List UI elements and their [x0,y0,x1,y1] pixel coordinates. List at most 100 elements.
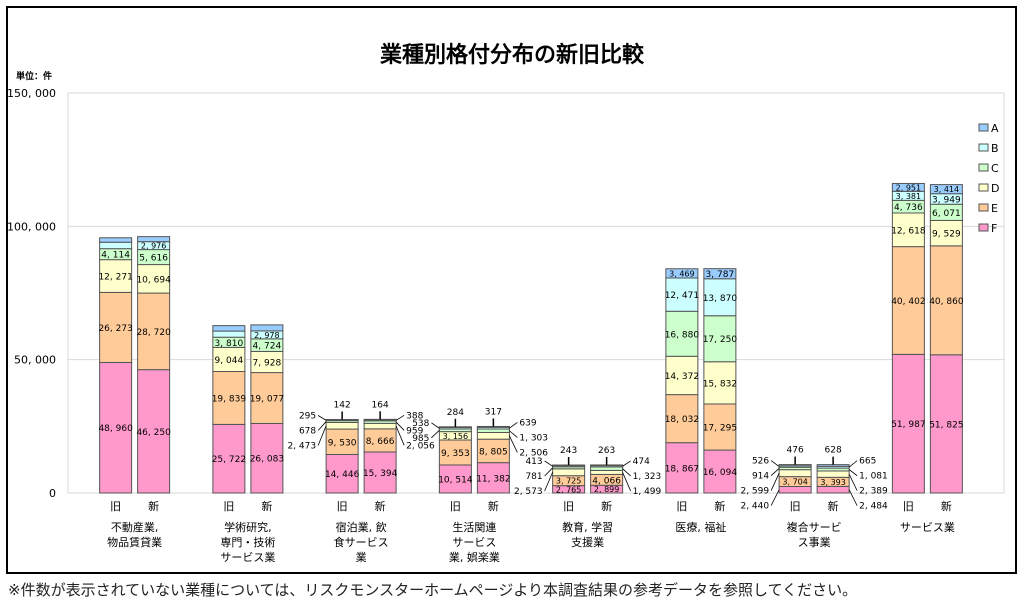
data-label-E: 8, 805 [479,447,508,457]
bar-segment-A [99,237,133,243]
data-label-B: 3, 381 [896,192,921,201]
category-label: サービス業 [220,551,275,564]
data-label-C: 4, 736 [894,203,923,213]
category-label: 専門・技術 [220,536,275,549]
data-label-B: 2, 976 [141,242,166,251]
category-label: ス事業 [798,536,831,549]
bar-segment-A [703,268,737,280]
data-label-A: 142 [334,400,351,410]
y-tick-label: 150, 000 [7,87,56,100]
bar-sub-label: 旧 [223,500,234,513]
data-label-B: 295 [299,411,316,421]
category-label: サービス業 [900,521,955,534]
data-label-D: 12, 271 [98,273,132,283]
leader-line [622,460,631,467]
bar-segment-B [703,278,737,317]
data-label-F: 2, 765 [556,485,581,494]
bar-sub-label: 旧 [563,500,574,513]
bar-segment-E [250,372,284,424]
bar-segment-D [665,355,699,396]
data-label-B: 388 [406,411,423,421]
leader-line [317,425,327,446]
leader-line [509,422,518,429]
legend-swatch-A [978,123,989,132]
data-label-E: 3, 704 [782,478,807,487]
bar-sub-label: 新 [148,499,159,513]
leader-line [544,460,553,467]
bar-sub-label: 旧 [450,500,461,513]
category-label: 業 [356,551,367,564]
category-label: 物品賃貸業 [107,535,162,549]
data-label-F: 48, 960 [98,424,133,434]
category-label: 学術研究, [224,520,272,534]
leader-line [509,435,518,453]
data-label-D: 2, 599 [740,487,769,497]
data-label-E: 18, 032 [665,415,699,425]
bar-segment-D [212,346,246,373]
data-label-E: 40, 402 [891,297,925,307]
bar-segment-A [250,324,284,332]
data-label-F: 15, 394 [363,469,398,479]
data-label-C: 1, 303 [519,433,548,443]
data-label-E: 3, 393 [820,478,845,487]
data-label-A: 3, 414 [934,185,959,194]
leader-line [622,472,631,492]
data-label-F: 18, 867 [665,464,699,474]
data-label-C: 781 [525,472,542,482]
bar-segment-C [590,466,624,471]
unit-label: 単位：件 [16,70,52,82]
bar-segment-A [590,464,624,467]
bar-sub-label: 新 [828,499,839,513]
bar-sub-label: 新 [375,499,386,513]
data-label-F: 26, 083 [250,455,284,465]
data-label-B: 2, 978 [254,331,279,340]
leader-line [848,489,858,506]
leader-line [509,430,518,438]
category-label: 複合サービ [787,520,842,534]
bar-segment-C [665,310,699,357]
bar-segment-F [476,462,510,494]
data-label-C: 3, 810 [215,339,244,349]
data-label-B: 665 [859,457,876,467]
data-label-B: 639 [519,418,536,428]
data-label-E: 9, 530 [328,438,357,448]
data-label-E: 28, 720 [136,328,171,338]
leader-line [395,414,405,421]
legend-label-C: C [991,162,999,175]
bar-sub-label: 新 [714,499,725,513]
bar-sub-label: 旧 [676,500,687,513]
bar-segment-E [929,245,963,356]
legend-label-E: E [991,202,998,215]
data-label-D: 9, 529 [932,230,961,240]
category-label: 教育, 学習 [562,520,613,534]
legend-label-D: D [991,182,999,195]
bars-layer [99,182,963,494]
data-label-F: 16, 094 [703,468,738,478]
bar-sub-label: 新 [261,499,272,513]
data-label-E: 8, 666 [366,437,395,447]
bar-segment-A [929,184,963,195]
bar-segment-E [99,291,133,363]
bar-segment-A [476,425,510,428]
data-label-F: 10, 514 [438,475,473,485]
data-label-C: 959 [406,426,423,436]
data-label-C: 985 [412,434,429,444]
data-label-C: 1, 323 [633,472,662,482]
leader-line [848,473,858,491]
leader-line [395,421,405,431]
data-label-D: 1, 499 [633,487,662,497]
data-label-D: 2, 506 [519,448,548,458]
legend-swatch-F [978,223,989,232]
bar-segment-A [363,418,397,421]
legend-swatch-B [978,143,989,152]
data-label-F: 25, 722 [212,455,246,465]
data-label-C: 4, 114 [101,251,130,261]
bar-segment-E [891,246,925,355]
data-label-C: 914 [752,472,769,482]
data-label-D: 2, 573 [514,487,543,497]
data-label-C: 16, 880 [665,330,700,340]
bar-segment-D [816,470,850,478]
data-label-E: 26, 273 [98,324,132,334]
data-label-E: 4, 066 [592,476,621,486]
